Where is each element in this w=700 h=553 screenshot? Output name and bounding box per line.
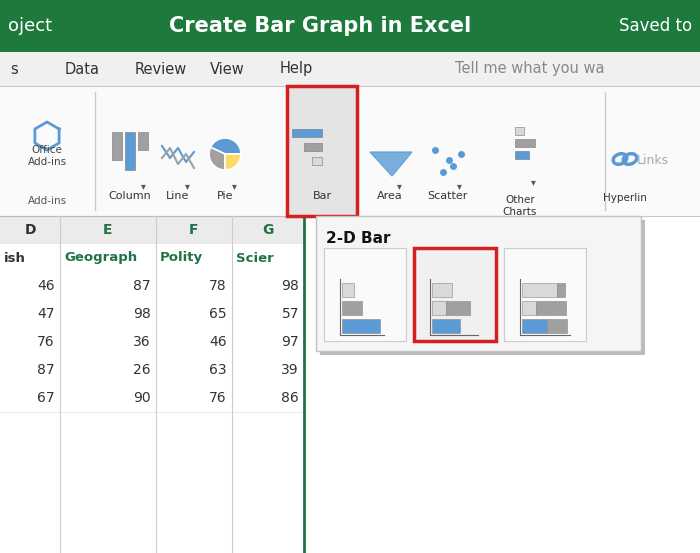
Text: ▾: ▾ xyxy=(397,181,401,191)
Bar xyxy=(324,248,406,341)
Text: Pie: Pie xyxy=(217,191,233,201)
Wedge shape xyxy=(225,154,241,170)
Bar xyxy=(547,319,567,333)
Text: 39: 39 xyxy=(281,363,299,377)
Text: 98: 98 xyxy=(133,307,151,321)
Bar xyxy=(304,143,322,151)
Text: 67: 67 xyxy=(37,391,55,405)
Text: 76: 76 xyxy=(37,335,55,349)
Text: 97: 97 xyxy=(281,335,299,349)
Text: 87: 87 xyxy=(134,279,151,293)
Text: Saved to: Saved to xyxy=(619,17,692,35)
Text: ▾: ▾ xyxy=(232,181,237,191)
Text: Tell me what you wa: Tell me what you wa xyxy=(455,61,605,76)
Text: Column: Column xyxy=(108,191,151,201)
Text: 46: 46 xyxy=(37,279,55,293)
Text: Scier: Scier xyxy=(236,252,274,264)
Text: 98: 98 xyxy=(281,279,299,293)
Bar xyxy=(432,301,446,315)
Wedge shape xyxy=(209,147,225,170)
Text: ▾: ▾ xyxy=(531,177,536,187)
Bar xyxy=(0,86,700,216)
Text: View: View xyxy=(210,61,245,76)
Bar xyxy=(0,0,700,52)
Text: 78: 78 xyxy=(209,279,227,293)
Bar xyxy=(287,86,357,216)
Bar xyxy=(522,283,557,297)
Text: 46: 46 xyxy=(209,335,227,349)
Bar xyxy=(292,129,322,137)
Text: E: E xyxy=(104,223,113,237)
Text: Help: Help xyxy=(280,61,314,76)
Bar xyxy=(0,300,304,328)
Bar xyxy=(342,301,362,315)
Bar xyxy=(414,248,496,341)
Text: 2-D Bar: 2-D Bar xyxy=(326,231,391,246)
Text: Data: Data xyxy=(65,61,100,76)
Bar xyxy=(557,283,565,297)
Bar xyxy=(0,52,700,86)
Bar xyxy=(504,248,586,341)
Text: 57: 57 xyxy=(281,307,299,321)
Text: Hyperlin: Hyperlin xyxy=(603,193,647,203)
Text: ish: ish xyxy=(4,252,26,264)
Bar xyxy=(342,283,354,297)
Text: ▾: ▾ xyxy=(328,181,333,191)
Text: Bar: Bar xyxy=(312,191,332,201)
Text: s: s xyxy=(10,61,18,76)
Bar xyxy=(515,139,535,147)
Text: 63: 63 xyxy=(209,363,227,377)
Bar xyxy=(138,132,148,150)
Text: 87: 87 xyxy=(37,363,55,377)
Text: 90: 90 xyxy=(134,391,151,405)
Bar xyxy=(446,301,470,315)
Text: 47: 47 xyxy=(38,307,55,321)
Bar xyxy=(0,384,304,412)
Text: F: F xyxy=(189,223,199,237)
Bar xyxy=(0,328,304,356)
Bar xyxy=(342,319,380,333)
Text: 86: 86 xyxy=(281,391,299,405)
Bar xyxy=(316,216,641,351)
Bar xyxy=(522,301,536,315)
Text: oject: oject xyxy=(8,17,52,35)
Bar xyxy=(432,319,460,333)
Text: 65: 65 xyxy=(209,307,227,321)
Bar xyxy=(515,127,524,135)
Bar xyxy=(0,216,304,244)
Text: Geograph: Geograph xyxy=(64,252,137,264)
Text: Area: Area xyxy=(377,191,403,201)
Bar xyxy=(112,132,122,160)
Bar xyxy=(125,132,135,170)
Text: ▾: ▾ xyxy=(456,181,461,191)
Text: Review: Review xyxy=(135,61,188,76)
Bar xyxy=(312,157,322,165)
Text: Other
Charts: Other Charts xyxy=(503,195,537,217)
Bar xyxy=(0,216,309,553)
Text: Create Bar Graph in Excel: Create Bar Graph in Excel xyxy=(169,16,471,36)
Text: 26: 26 xyxy=(134,363,151,377)
Bar xyxy=(432,283,452,297)
Text: 36: 36 xyxy=(134,335,151,349)
Bar xyxy=(522,319,547,333)
Text: G: G xyxy=(262,223,274,237)
Polygon shape xyxy=(370,152,412,176)
Wedge shape xyxy=(211,138,241,154)
Bar xyxy=(0,356,304,384)
Bar xyxy=(515,151,529,159)
Bar xyxy=(320,220,645,355)
Text: Line: Line xyxy=(167,191,190,201)
Text: Polity: Polity xyxy=(160,252,203,264)
Bar xyxy=(0,272,304,300)
Bar xyxy=(536,301,566,315)
Text: Scatter: Scatter xyxy=(427,191,467,201)
Text: Office
Add-ins: Office Add-ins xyxy=(27,145,66,167)
Text: ▾: ▾ xyxy=(141,181,146,191)
Text: Add-ins: Add-ins xyxy=(27,196,66,206)
Text: ▾: ▾ xyxy=(185,181,190,191)
Text: D: D xyxy=(25,223,36,237)
Text: Links: Links xyxy=(637,154,669,168)
Bar xyxy=(0,244,304,272)
Text: 76: 76 xyxy=(209,391,227,405)
